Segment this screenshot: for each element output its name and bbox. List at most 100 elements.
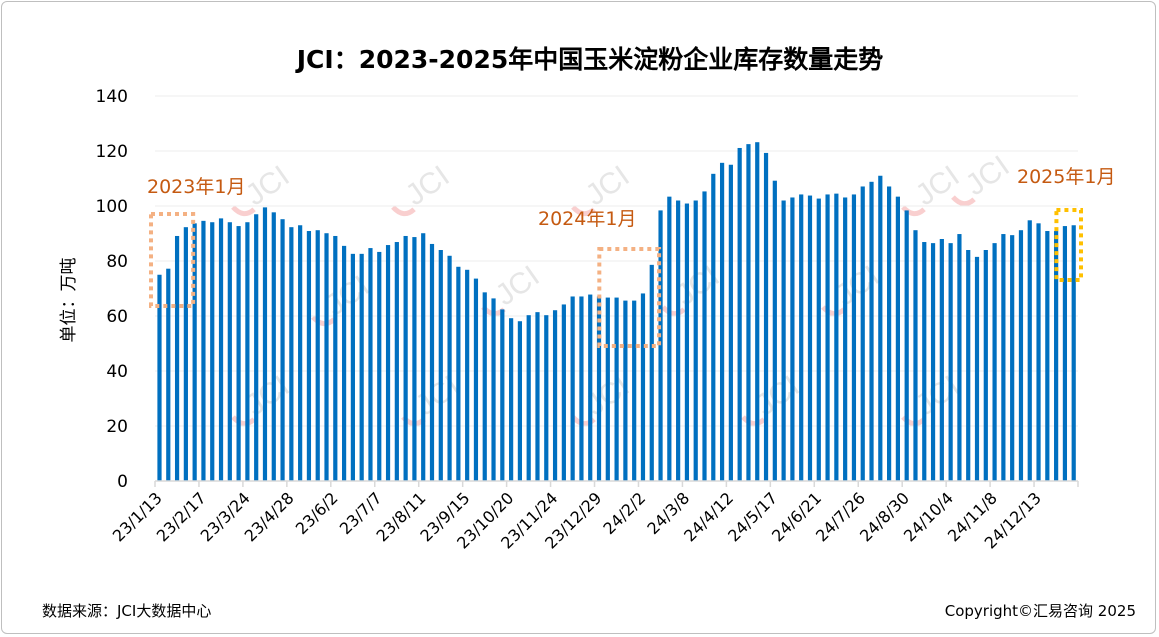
bar [860,186,865,481]
bar [289,227,294,481]
bar [341,245,347,481]
watermark-mark [901,205,926,217]
bar [588,294,593,481]
bar [350,253,355,481]
bar [816,198,821,481]
bar [491,298,496,481]
watermark-text: JCI [910,369,966,422]
watermark-mark [571,205,596,217]
watermark-mark [231,415,256,427]
bar [623,300,628,481]
bar [904,210,909,481]
bar [271,212,276,481]
annotation-box [1054,208,1084,282]
bar [552,310,558,481]
bar [429,243,435,481]
bar [992,243,997,481]
bar [456,266,461,481]
bar [1045,231,1050,481]
bar [772,180,777,481]
bar [895,196,900,481]
annotation-label: 2024年1月 [538,208,636,230]
bar [438,250,443,481]
bar [605,297,610,481]
bar [851,194,857,481]
bar [157,274,162,481]
bar [1036,223,1041,481]
watermark-text: JCI [240,159,296,212]
bar [834,193,839,481]
bar [500,309,505,481]
bar [825,194,830,481]
y-tick-label: 0 [117,472,128,492]
bar [746,144,751,481]
bar [719,162,725,481]
bar [966,250,971,481]
watermark-text: JCI [910,159,966,212]
y-tick-label: 80 [106,252,128,272]
bar [421,233,426,481]
bar [781,200,786,481]
bar [1001,234,1006,481]
watermark-logo: JCI [741,369,805,427]
bar [667,196,672,481]
bar [183,227,188,481]
bar [333,235,338,481]
annotation-label: 2025年1月 [1017,166,1115,188]
watermark-logo: JCI [231,369,295,427]
bar [201,220,206,481]
bar [465,269,470,481]
bar [939,239,944,481]
bar [763,152,769,482]
bar [579,296,584,481]
bar [887,186,892,481]
bar [983,250,988,481]
bar [728,164,733,481]
bar [245,222,250,481]
bar [640,293,646,481]
watermark-mark [231,205,256,217]
bar [649,264,654,481]
x-tick-label: 24/2/2 [599,488,649,538]
y-axis-ticks: 0 20 40 60 80 100 120 140 [96,87,128,492]
annotations: 2023年1月 2024年1月 2025年1月 [147,166,1115,348]
bar [227,222,232,481]
bar [1062,226,1068,481]
bar [948,243,953,481]
bar [878,175,883,481]
y-tick-label: 20 [106,417,128,437]
bar [218,218,224,481]
bar [922,242,927,481]
watermark-text: JCI [580,159,636,212]
x-axis: 23/1/1323/2/1723/3/2423/4/2823/6/223/7/7… [109,480,1079,553]
bar [368,248,373,481]
bar [359,253,364,481]
annotation-box [597,247,662,348]
chart-title: JCI：2023-2025年中国玉米淀粉企业库存数量走势 [295,45,884,74]
watermark-text: JCI [960,149,1016,202]
bar [403,235,408,481]
bar [447,255,452,481]
y-tick-label: 60 [106,307,128,327]
bar [843,197,848,481]
bar [632,300,637,481]
bar [702,191,707,482]
watermark-mark [571,415,596,427]
bar [509,318,514,481]
bar [1071,225,1076,481]
bar [737,147,742,481]
bar [315,230,320,481]
bar [790,197,795,481]
bar [807,195,813,482]
bar [298,225,303,481]
bar [693,200,698,481]
annotation-label: 2023年1月 [147,176,245,198]
bar [174,235,180,481]
data-source: 数据来源：JCI大数据中心 [42,602,211,620]
bar [614,297,619,481]
watermark-text: JCI [400,159,456,212]
bar [473,278,479,481]
bar [324,233,329,481]
y-tick-label: 40 [106,362,128,382]
